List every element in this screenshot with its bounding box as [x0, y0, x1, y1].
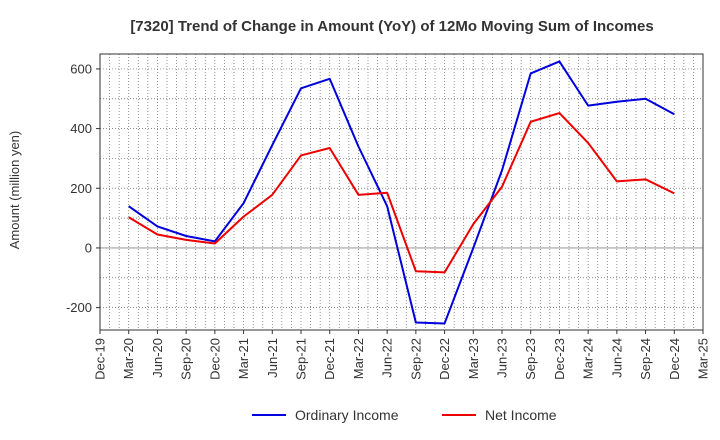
chart-title: [7320] Trend of Change in Amount (YoY) o… — [130, 18, 653, 35]
x-tick-label: Mar-24 — [581, 338, 596, 379]
x-tick-label: Mar-25 — [696, 338, 711, 379]
x-tick-label: Mar-21 — [236, 338, 251, 379]
x-tick-label: Dec-19 — [93, 338, 108, 380]
y-tick-label: -200 — [66, 300, 92, 315]
grid — [99, 54, 704, 330]
x-tick-label: Jun-21 — [265, 338, 280, 378]
x-tick-label: Dec-22 — [437, 338, 452, 380]
x-tick-label: Dec-23 — [552, 338, 567, 380]
series-line-net-income — [128, 112, 675, 274]
legend-label-ordinary-income: Ordinary Income — [295, 407, 399, 423]
y-axis-label: Amount (million yen) — [7, 131, 22, 250]
legend-label-net-income: Net Income — [485, 407, 557, 423]
x-tick-label: Jun-24 — [609, 338, 624, 378]
y-tick-label: 400 — [70, 121, 92, 136]
series-layer — [128, 60, 675, 325]
x-tick-label: Jun-23 — [495, 338, 510, 378]
legend: Ordinary Income Net Income — [252, 407, 557, 423]
x-tick-label: Mar-22 — [351, 338, 366, 379]
x-tick-label: Sep-23 — [523, 338, 538, 380]
y-tick-label: 200 — [70, 181, 92, 196]
plot-area — [99, 53, 704, 331]
x-tick-label: Sep-21 — [294, 338, 309, 380]
x-tick-label: Mar-20 — [121, 338, 136, 379]
x-tick-label: Sep-22 — [408, 338, 423, 380]
y-tick-label: 600 — [70, 61, 92, 76]
x-tick-label: Dec-24 — [667, 338, 682, 380]
x-tick-label: Mar-23 — [466, 338, 481, 379]
x-tick-label: Sep-20 — [179, 338, 194, 380]
y-tick-label: 0 — [85, 240, 92, 255]
x-tick-label: Sep-24 — [638, 338, 653, 380]
y-axis: -200 0 200 400 600 — [66, 61, 100, 315]
series-line-ordinary-income — [128, 60, 675, 325]
x-axis: Dec-19 Mar-20 Jun-20 Sep-20 Dec-20 Mar-21 Jun-… — [93, 330, 711, 380]
x-tick-label: Dec-21 — [322, 338, 337, 380]
x-tick-label: Jun-22 — [380, 338, 395, 378]
x-tick-label: Dec-20 — [207, 338, 222, 380]
x-tick-label: Jun-20 — [150, 338, 165, 378]
